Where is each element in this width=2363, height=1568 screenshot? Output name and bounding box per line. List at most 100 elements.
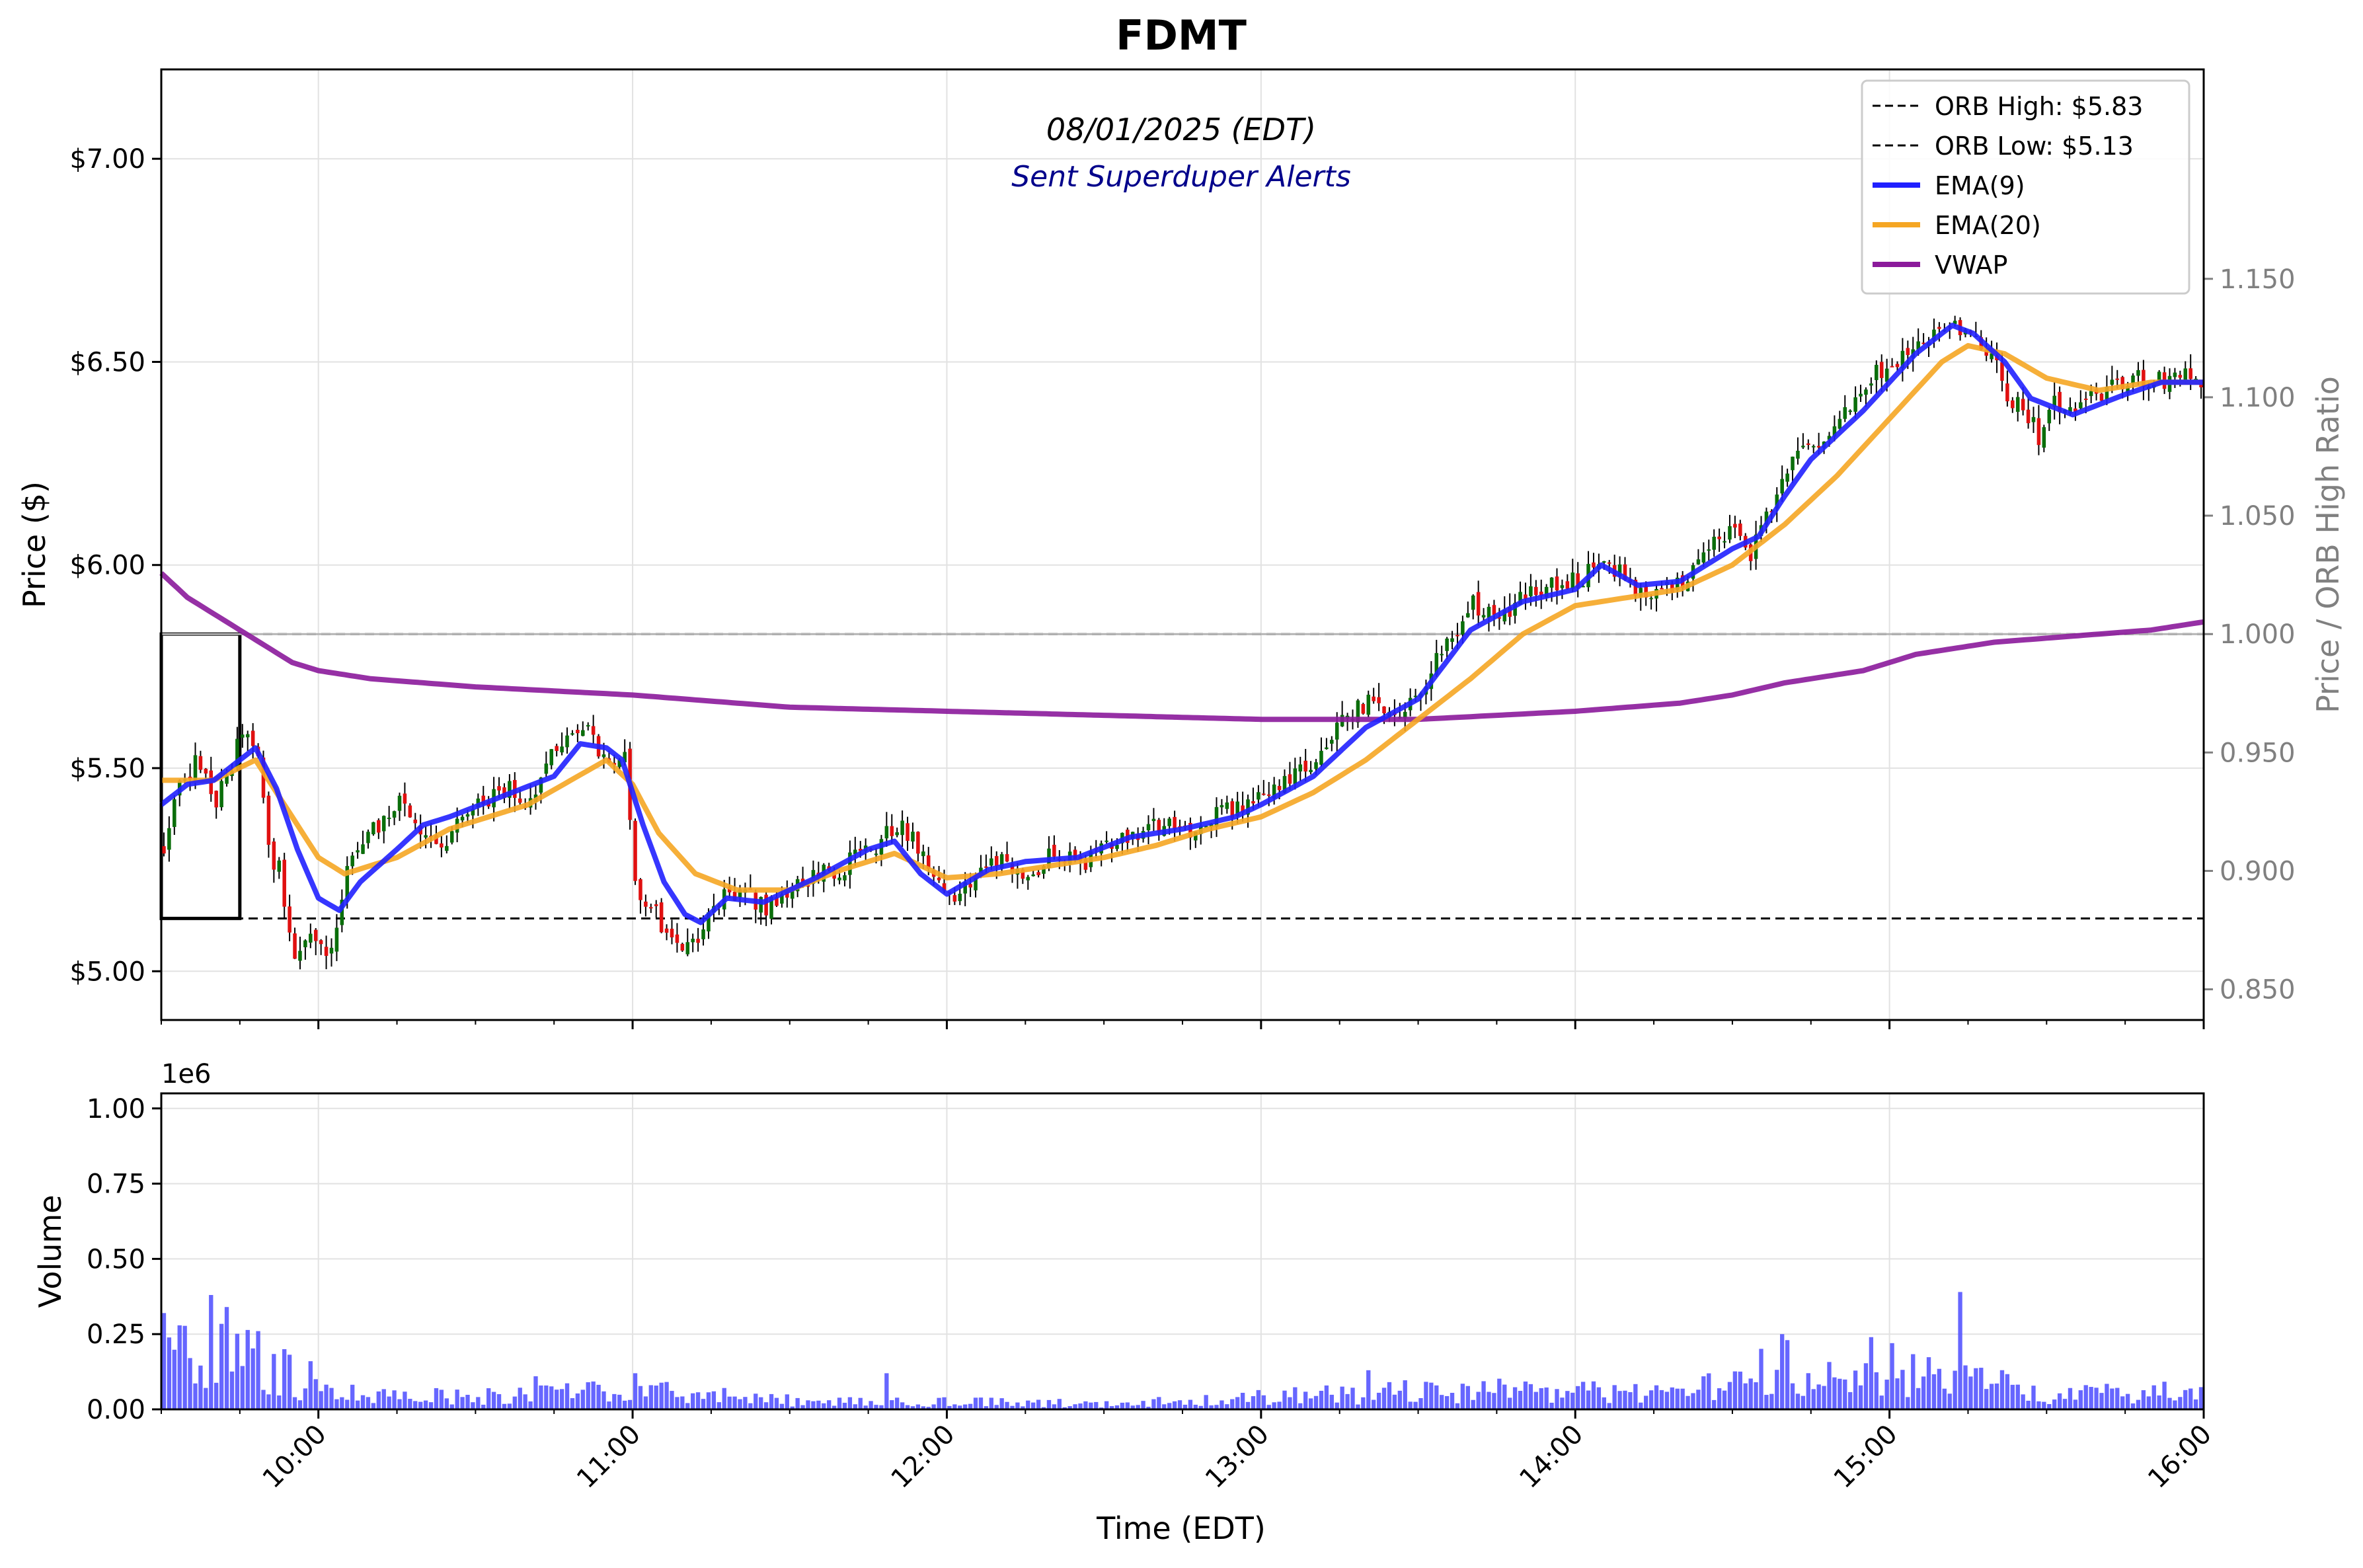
- candle-body: [2142, 370, 2146, 387]
- candle-body: [601, 754, 606, 758]
- volume-bar: [921, 1406, 925, 1409]
- volume-bars: [161, 1292, 2204, 1409]
- volume-bar: [1476, 1392, 1481, 1409]
- volume-bar: [1240, 1392, 1245, 1409]
- candle-body: [1617, 564, 1622, 576]
- candle-body: [319, 940, 323, 945]
- volume-bar: [1670, 1387, 1674, 1409]
- volume-bar: [1162, 1404, 1167, 1409]
- alert-label: Sent Superduper Alerts: [1011, 160, 1351, 194]
- candle-body: [1570, 572, 1575, 589]
- volume-bar: [659, 1382, 664, 1409]
- candle-body: [413, 819, 418, 824]
- legend: ORB High: $5.83 ORB Low: $5.13 EMA(9) EMA(2…: [1861, 79, 2190, 295]
- volume-bar: [607, 1401, 611, 1409]
- volume-bar: [654, 1386, 658, 1409]
- candle-body: [974, 876, 978, 890]
- volume-bar: [617, 1394, 622, 1409]
- volume-bar: [1544, 1387, 1549, 1409]
- candle-body: [1916, 341, 1920, 350]
- volume-bar: [1272, 1402, 1276, 1409]
- volume-bar: [1460, 1384, 1465, 1409]
- volume-bar: [1403, 1380, 1407, 1409]
- volume-bar: [1413, 1401, 1418, 1409]
- volume-bar: [963, 1404, 968, 1409]
- volume-bar: [1444, 1395, 1450, 1409]
- candle-body: [2042, 427, 2046, 448]
- volume-bar: [507, 1403, 512, 1409]
- ratio-y-tick-label: 1.100: [2220, 383, 2296, 413]
- candle-body: [1649, 598, 1653, 600]
- volume-bar: [1083, 1401, 1088, 1409]
- volume-bar: [1843, 1379, 1847, 1409]
- volume-bar: [1021, 1406, 1025, 1409]
- volume-bar: [994, 1405, 999, 1409]
- volume-bar: [612, 1393, 617, 1409]
- volume-bar: [1617, 1391, 1622, 1409]
- legend-box: [1861, 79, 2190, 295]
- candle-body: [785, 892, 789, 898]
- volume-bar: [1759, 1349, 1763, 1409]
- candle-body: [1325, 747, 1329, 750]
- volume-bar: [366, 1397, 371, 1409]
- volume-bar: [822, 1403, 826, 1409]
- volume-bar: [580, 1390, 585, 1409]
- volume-bar: [2183, 1390, 2188, 1409]
- candle-body: [555, 746, 559, 752]
- candle-body: [1728, 526, 1732, 540]
- volume-bar: [1974, 1368, 1978, 1409]
- candle-body: [1288, 774, 1292, 784]
- volume-bar: [1931, 1374, 1937, 1409]
- volume-bar: [198, 1365, 203, 1409]
- volume-bar: [1109, 1406, 1114, 1409]
- volume-bar: [1408, 1401, 1413, 1409]
- volume-bar: [1822, 1386, 1826, 1409]
- volume-bar: [1094, 1401, 1099, 1409]
- volume-bar: [926, 1407, 931, 1409]
- volume-bar: [403, 1392, 407, 1409]
- volume-bar: [1492, 1393, 1496, 1409]
- volume-bar: [418, 1401, 423, 1409]
- candle-body: [1875, 364, 1879, 380]
- legend-label: EMA(20): [1935, 211, 2041, 240]
- volume-bar: [1057, 1399, 1062, 1409]
- candle-body: [874, 853, 878, 855]
- candle-body: [345, 866, 350, 899]
- volume-bar: [1434, 1385, 1439, 1409]
- volume-bar: [1790, 1383, 1795, 1409]
- volume-bar: [1764, 1395, 1769, 1409]
- volume-bar: [1827, 1362, 1832, 1409]
- candle-body: [1534, 586, 1538, 596]
- volume-bar: [1293, 1387, 1298, 1409]
- volume-bar: [732, 1396, 737, 1409]
- volume-bar: [1298, 1403, 1303, 1409]
- candle-body: [193, 755, 198, 781]
- volume-bar: [1555, 1389, 1559, 1409]
- candle-body: [2021, 399, 2025, 411]
- volume-bar: [1235, 1397, 1240, 1409]
- volume-bar: [1130, 1405, 1135, 1409]
- volume-bar: [1979, 1368, 1984, 1409]
- volume-bar: [685, 1403, 690, 1409]
- volume-bar: [1921, 1376, 1926, 1409]
- volume-bar: [1440, 1395, 1444, 1409]
- candle-body: [1707, 549, 1711, 551]
- volume-bar: [1052, 1404, 1057, 1409]
- volume-bar: [455, 1390, 459, 1409]
- volume-bar: [738, 1399, 742, 1409]
- volume-bar: [942, 1397, 947, 1409]
- candle-body: [508, 781, 512, 798]
- price-y-tick-label: $7.00: [69, 144, 145, 175]
- candle-body: [1225, 802, 1229, 809]
- candle-body: [942, 883, 947, 891]
- candle-body: [1832, 426, 1837, 437]
- candle-body: [1953, 321, 1957, 325]
- volume-bar: [2031, 1386, 2036, 1409]
- volume-bar: [1455, 1403, 1460, 1409]
- volume-bar: [1712, 1399, 1717, 1409]
- candle-body: [576, 729, 580, 734]
- candle-body: [361, 844, 365, 854]
- candle-body: [1466, 613, 1470, 617]
- candle-body: [1895, 364, 1900, 368]
- volume-bar: [2105, 1384, 2109, 1409]
